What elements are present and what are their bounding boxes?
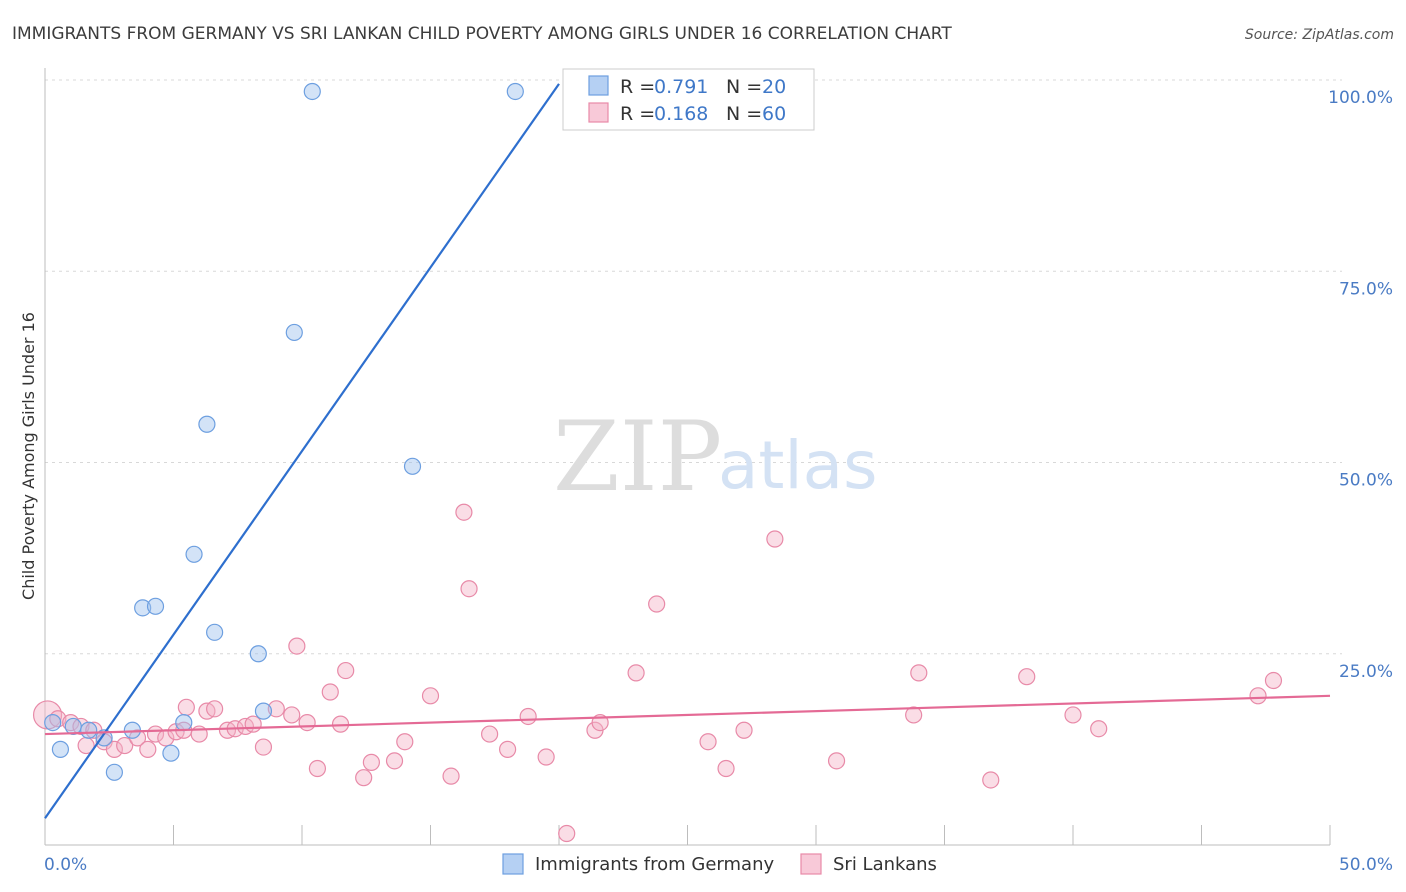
x-tick-label-max: 50.0%: [1339, 855, 1393, 875]
data-point-srilanka: [442, 767, 460, 785]
data-point-srilanka: [308, 759, 327, 778]
data-point-germany: [44, 713, 62, 732]
stats-legend-r-value-srilanka: 0.168: [654, 103, 708, 125]
data-point-srilanka: [481, 725, 499, 743]
data-point-srilanka: [206, 700, 224, 718]
data-point-srilanka: [905, 706, 923, 724]
data-point-germany: [146, 597, 165, 615]
data-point-germany: [198, 415, 216, 433]
data-point-srilanka: [288, 637, 306, 655]
legend-swatch-srilanka[interactable]: [800, 853, 822, 875]
data-point-srilanka: [1064, 706, 1082, 724]
legend-label-srilanka[interactable]: Sri Lankans: [833, 854, 937, 875]
data-point-germany: [206, 623, 224, 641]
data-point-srilanka: [499, 740, 517, 758]
stats-legend: R = 0.791 N = 20 R = 0.168 N = 60: [562, 68, 815, 131]
data-point-srilanka: [116, 736, 134, 755]
data-point-srilanka: [910, 664, 928, 682]
watermark-zip: ZIP: [553, 401, 722, 513]
data-point-srilanka: [421, 687, 440, 705]
data-point-srilanka: [766, 530, 784, 548]
data-point-germany: [175, 713, 193, 732]
data-point-srilanka: [283, 706, 301, 724]
x-tick-label-min: 0.0%: [44, 855, 87, 875]
data-point-srilanka: [537, 748, 555, 766]
data-point-srilanka: [648, 595, 666, 613]
watermark-atlas: atlas: [718, 427, 878, 504]
data-point-germany: [162, 744, 180, 762]
data-point-srilanka: [337, 661, 355, 680]
data-point-srilanka: [254, 738, 273, 756]
data-point-srilanka: [1090, 720, 1108, 738]
stats-legend-r-label-germany: R =: [620, 76, 655, 98]
data-point-srilanka: [298, 713, 316, 732]
stats-legend-r-label-srilanka: R =: [620, 103, 655, 125]
stats-legend-r-value-germany: 0.791: [654, 76, 708, 98]
data-point-germany: [95, 729, 113, 747]
data-point-germany: [105, 763, 123, 781]
gridlines: [45, 79, 1342, 655]
source-label: Source: ZipAtlas.com: [1245, 27, 1394, 43]
data-point-germany: [51, 740, 70, 758]
data-point-germany: [506, 82, 524, 101]
trend-line-germany: [44, 83, 560, 819]
legend-swatch-germany[interactable]: [502, 853, 524, 875]
data-point-srilanka: [355, 769, 373, 787]
data-point-srilanka: [396, 733, 414, 751]
data-point-germany: [303, 82, 321, 101]
data-point-srilanka: [385, 752, 404, 770]
data-point-srilanka: [455, 503, 473, 521]
stats-legend-n-label-germany: N =: [726, 76, 762, 98]
series-legend: Immigrants from Germany Sri Lankans: [502, 853, 937, 875]
data-point-srilanka: [1018, 668, 1036, 686]
y-tick-label: 75.0%: [1339, 279, 1393, 299]
trend-line-srilanka: [44, 694, 1331, 736]
data-point-srilanka: [362, 753, 380, 771]
data-point-srilanka: [460, 580, 478, 598]
data-point-srilanka: [827, 752, 846, 770]
data-point-germany: [285, 323, 303, 342]
stats-legend-n-value-srilanka: 60: [762, 103, 786, 125]
data-point-germany: [80, 721, 98, 739]
watermark: ZIP atlas: [553, 401, 878, 513]
axes: [44, 68, 1331, 846]
data-point-srilanka: [735, 721, 753, 739]
stats-legend-swatch-germany: [588, 75, 609, 96]
trend-lines: [44, 83, 1331, 819]
legend-label-germany[interactable]: Immigrants from Germany: [535, 854, 774, 875]
data-point-srilanka: [717, 759, 735, 778]
y-axis-label: Child Poverty Among Girls Under 16: [19, 312, 38, 600]
data-point-srilanka: [267, 700, 285, 718]
data-point-germany: [403, 457, 422, 475]
data-point-srilanka: [1264, 671, 1283, 690]
y-tick-label: 25.0%: [1339, 662, 1393, 682]
data-point-srilanka: [982, 771, 1000, 789]
y-tick-label: 50.0%: [1339, 471, 1393, 491]
data-point-germany: [134, 599, 152, 617]
chart-title: IMMIGRANTS FROM GERMANY VS SRI LANKAN CH…: [12, 24, 952, 44]
data-point-srilanka: [321, 683, 339, 701]
data-point-germany: [254, 702, 273, 720]
y-tick-labels: 25.0% 50.0% 75.0% 100.0%: [1328, 88, 1393, 682]
data-point-srilanka: [105, 740, 123, 758]
data-point-germany: [185, 545, 203, 563]
data-point-srilanka: [558, 824, 576, 843]
data-point-srilanka: [1249, 687, 1267, 705]
stats-legend-swatch-srilanka: [588, 102, 609, 123]
stats-legend-n-label-srilanka: N =: [726, 103, 762, 125]
data-point-germany: [249, 645, 267, 663]
stats-legend-n-value-germany: 20: [762, 76, 786, 98]
data-point-srilanka: [519, 707, 537, 726]
y-tick-label: 100.0%: [1328, 88, 1393, 108]
data-point-srilanka: [244, 715, 262, 733]
data-point-srilanka: [139, 740, 157, 758]
data-point-srilanka: [627, 664, 645, 682]
data-point-srilanka: [699, 733, 717, 751]
data-point-srilanka: [177, 698, 195, 716]
